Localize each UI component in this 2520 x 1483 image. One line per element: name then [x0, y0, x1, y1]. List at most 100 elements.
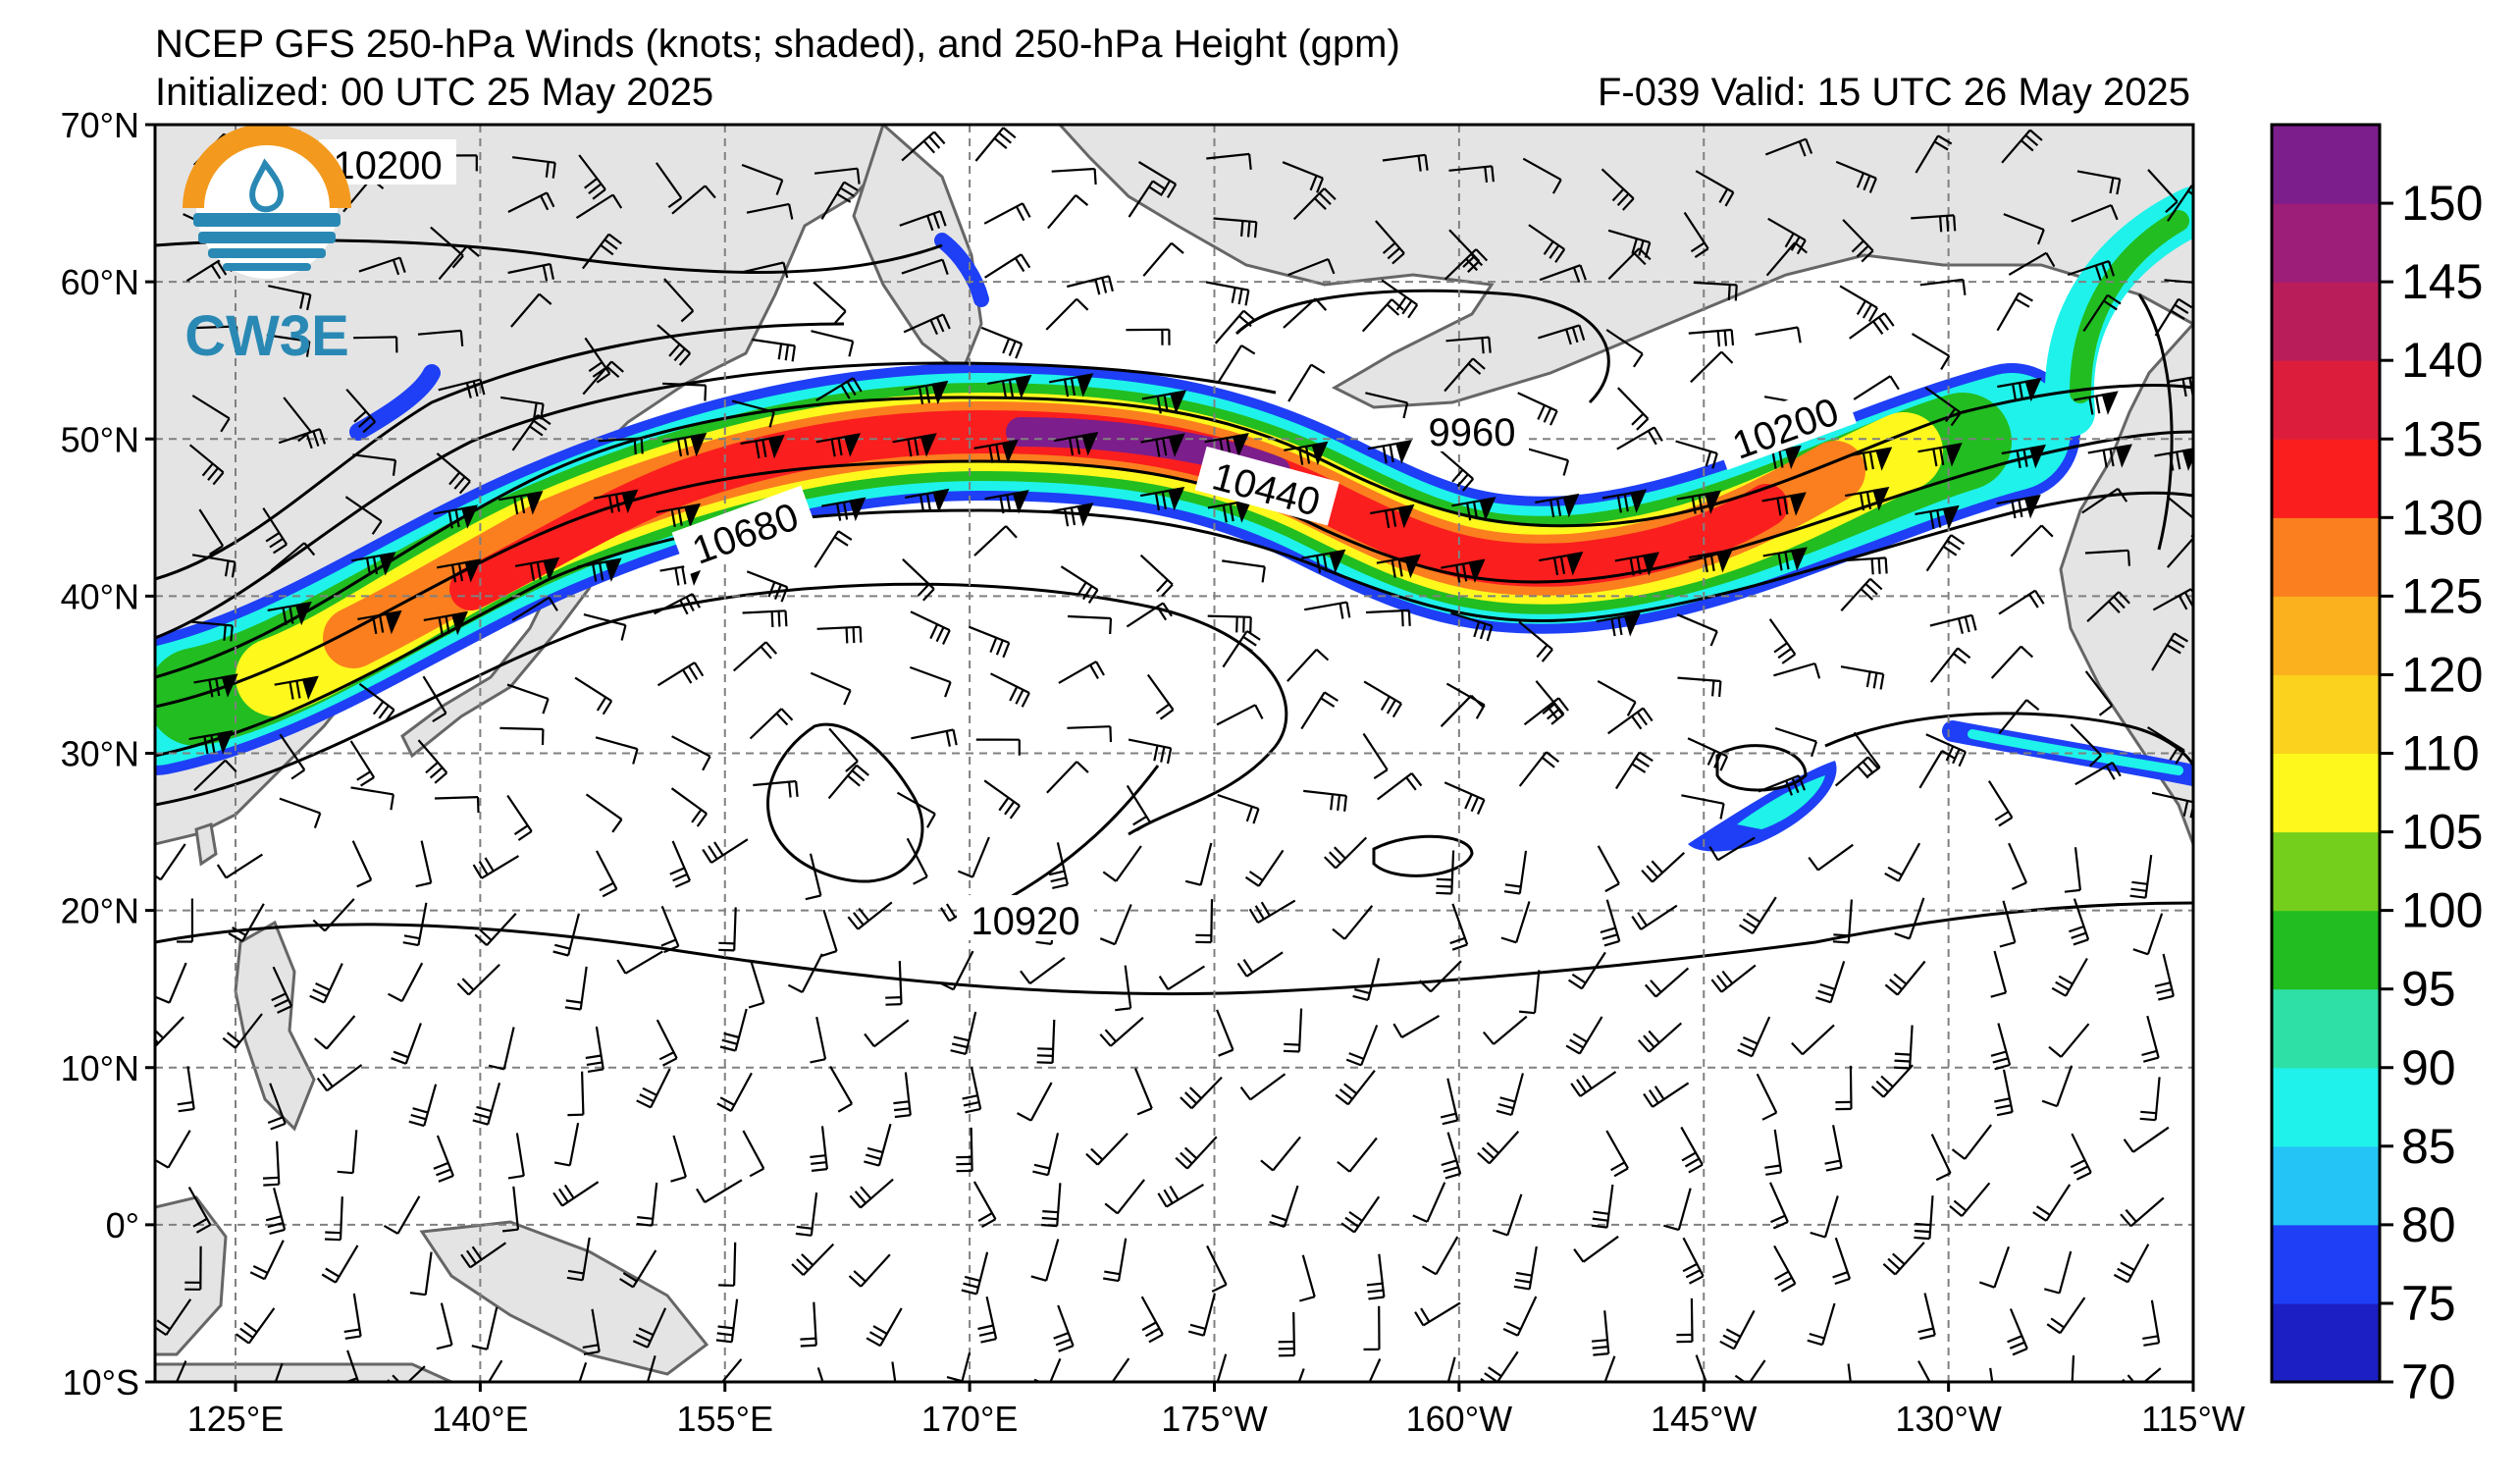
- wind-barb: [973, 439, 1019, 464]
- wind-barb: [896, 791, 936, 828]
- wind-barb: [472, 855, 520, 879]
- wind-barb: [193, 759, 237, 792]
- wind-barb: [1882, 1242, 1925, 1276]
- wind-barb: [974, 127, 1017, 162]
- wind-barb: [1761, 492, 1807, 516]
- wind-barb: [1683, 211, 1709, 259]
- wind-barb: [1929, 647, 1971, 683]
- wind-barb: [800, 1301, 817, 1348]
- wind-barb: [1807, 1302, 1836, 1347]
- wind-barb: [2041, 1065, 2074, 1108]
- wind-barb: [656, 162, 683, 208]
- wind-barb: [574, 676, 613, 715]
- wind-barb: [1103, 1238, 1128, 1283]
- colorbar-swatch: [2272, 1145, 2380, 1226]
- wind-barb: [787, 953, 823, 993]
- wind-barb: [1676, 1298, 1694, 1344]
- wind-barb: [1758, 774, 1807, 796]
- wind-barb: [910, 610, 951, 645]
- wind-barb: [1591, 1310, 1610, 1356]
- wind-barb: [1111, 1357, 1130, 1382]
- wind-barb: [1810, 1195, 1839, 1239]
- wind-barb: [417, 329, 464, 346]
- wind-barb: [968, 625, 1011, 659]
- wind-barb: [961, 1251, 989, 1296]
- wind-barb: [1987, 780, 2014, 827]
- wind-barb: [901, 258, 949, 276]
- wind-barb: [1345, 1025, 1379, 1067]
- wind-barb: [656, 662, 705, 687]
- wind-barb: [267, 601, 312, 626]
- wind-barb: [891, 1361, 897, 1382]
- wind-barb: [1362, 732, 1389, 780]
- wind-barb: [2141, 1015, 2160, 1063]
- wind-barb: [1363, 1305, 1381, 1351]
- wind-barb: [1565, 1016, 1603, 1055]
- wind-barb: [1222, 630, 1261, 668]
- wind-barb: [1997, 377, 2042, 402]
- wind-barb: [499, 491, 544, 515]
- wind-barb: [984, 490, 1029, 514]
- wind-barb: [472, 1083, 501, 1126]
- cw3e-logo: CW3E: [183, 125, 351, 368]
- wind-barb: [436, 452, 471, 495]
- wind-barb: [2123, 1126, 2170, 1153]
- wind-barb: [575, 193, 623, 220]
- wind-barb: [1367, 440, 1413, 464]
- wind-barb: [1522, 157, 1562, 194]
- colorbar-swatch: [2272, 439, 2380, 518]
- wind-barb: [438, 378, 486, 398]
- wind-barb: [1216, 704, 1264, 726]
- wind-barb: [507, 1133, 525, 1180]
- wind-barb: [1996, 495, 2041, 519]
- colorbar-swatch: [2272, 596, 2380, 675]
- wind-barb: [1368, 1358, 1382, 1382]
- wind-barb: [2082, 293, 2122, 333]
- wind-barb: [312, 898, 355, 932]
- wind-barb: [1187, 1293, 1216, 1337]
- wind-barb: [973, 525, 1018, 556]
- wind-barb: [1365, 392, 1409, 419]
- colorbar-tick-label: 135: [2401, 411, 2483, 466]
- wind-barb: [983, 779, 1021, 820]
- wind-barb: [2074, 391, 2119, 415]
- wind-barb: [975, 738, 1021, 756]
- wind-barb: [1682, 1237, 1705, 1285]
- wind-barb: [594, 489, 639, 514]
- height-contour: [1372, 834, 1474, 877]
- jet-east-asia: [349, 364, 441, 441]
- colorbar-tick-label: 100: [2401, 883, 2483, 938]
- wind-barb: [1142, 241, 1184, 277]
- contour-label-text: 9960: [1429, 411, 1516, 454]
- colorbar-swatch: [2272, 674, 2380, 754]
- wind-barb: [1363, 680, 1402, 718]
- wind-barb: [1915, 504, 1960, 530]
- wind-barb: [810, 1126, 828, 1172]
- wind-barb: [1418, 960, 1462, 993]
- colorbar-tick-label: 85: [2401, 1119, 2456, 1174]
- wind-barb: [2154, 448, 2193, 471]
- wind-barb: [578, 154, 606, 200]
- logo-ring-icon: [183, 125, 351, 209]
- wind-barb: [1839, 285, 1878, 323]
- lat-tick-label: 30°N: [61, 734, 139, 774]
- colorbar-tick-label: 110: [2401, 726, 2480, 781]
- wind-barb: [972, 1181, 997, 1229]
- wind-barb: [646, 1354, 656, 1382]
- wind-barb: [1815, 961, 1846, 1004]
- colorbar-tick-label: 75: [2401, 1276, 2456, 1331]
- wind-barb: [1845, 487, 1890, 511]
- wind-barb: [1949, 1182, 1991, 1217]
- wind-barb: [1539, 552, 1584, 576]
- wind-barb: [1482, 1015, 1528, 1045]
- jet-alaska-inner: [2070, 210, 2189, 403]
- wind-barb: [718, 907, 737, 952]
- wind-barb: [596, 850, 618, 898]
- wind-barb: [1755, 326, 1802, 344]
- colorbar-swatch: [2272, 360, 2380, 440]
- wind-barb: [1303, 789, 1347, 812]
- wind-barb: [1222, 559, 1266, 583]
- wind-barb: [1104, 1179, 1145, 1215]
- wind-barb: [582, 233, 622, 270]
- wind-barb: [222, 1013, 263, 1049]
